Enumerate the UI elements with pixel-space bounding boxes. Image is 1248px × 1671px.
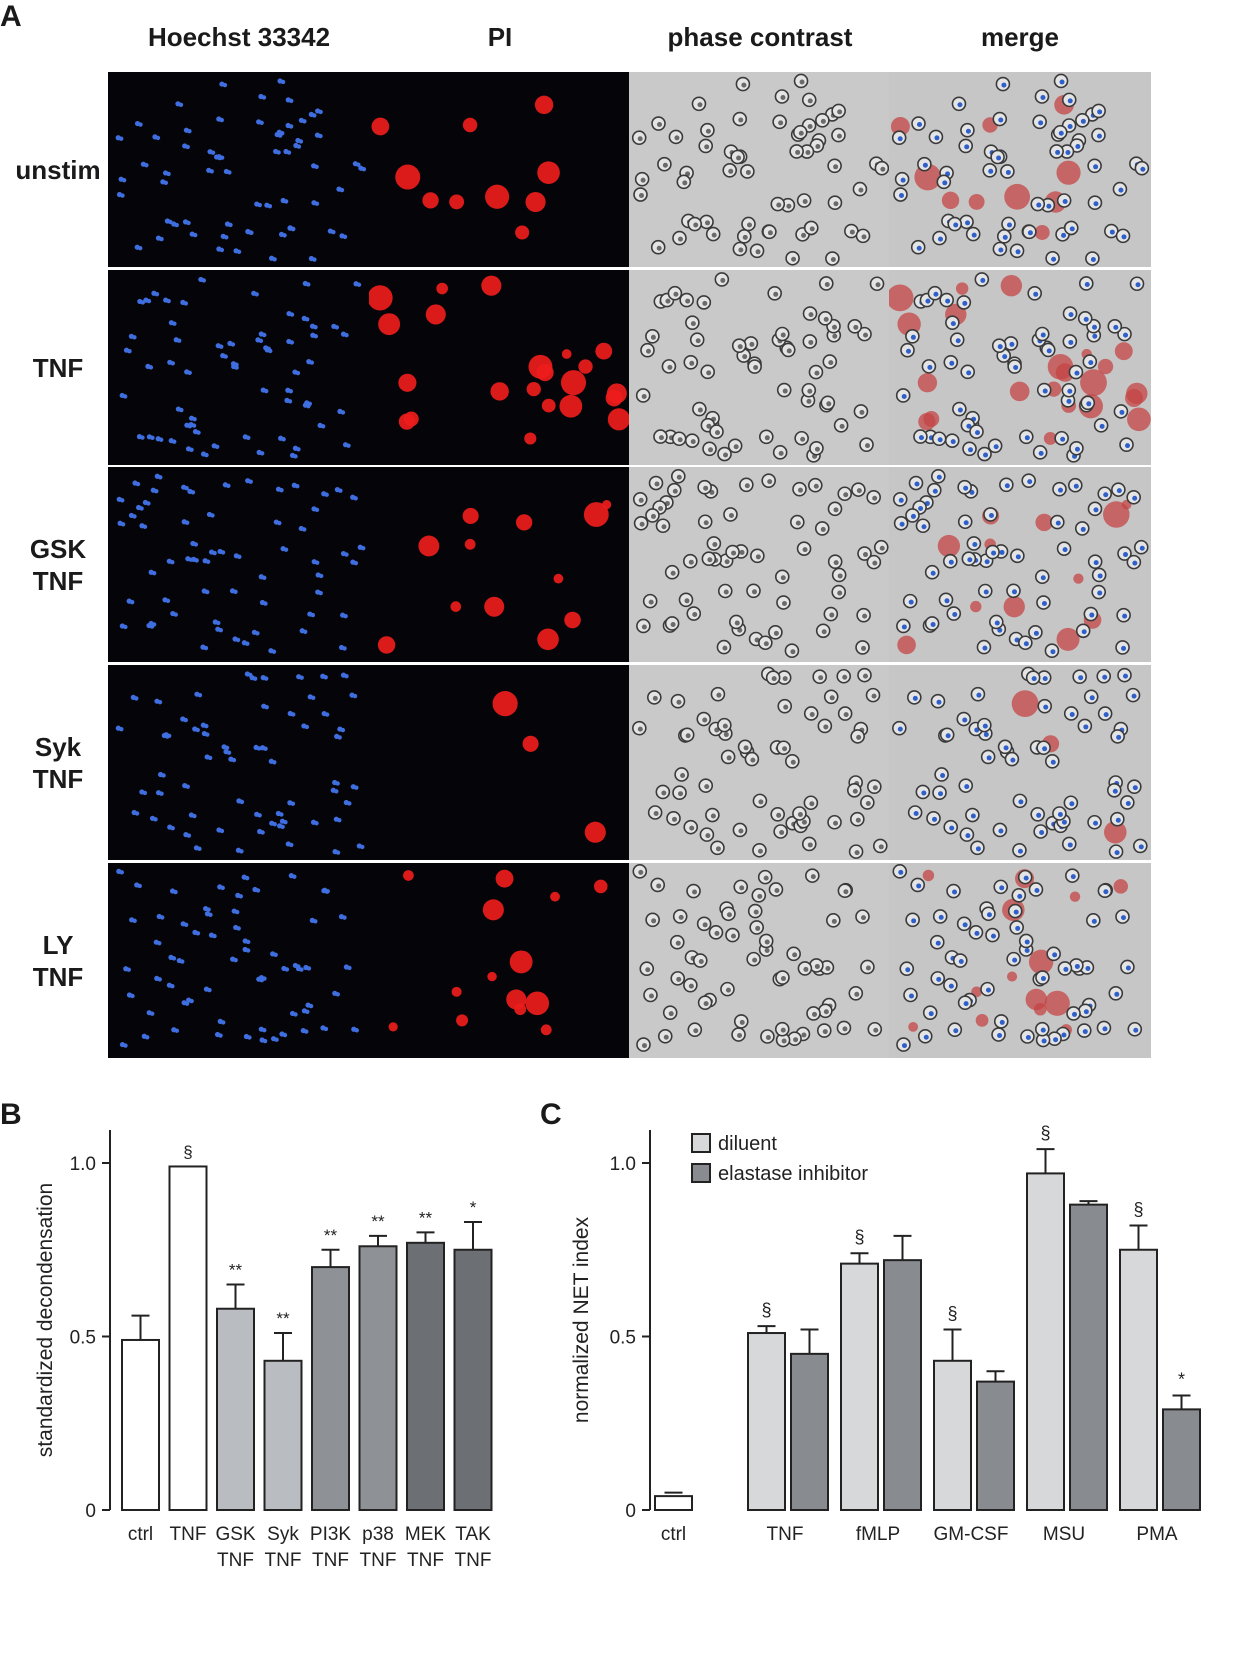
- x-tick-label-b-6: TNF: [407, 1550, 444, 1571]
- micrograph-pi-row-3: [369, 665, 631, 860]
- column-header-2: phase contrast: [667, 22, 853, 52]
- bar-c-5-1: [1162, 1408, 1201, 1511]
- bar-c-5-0: [1119, 1248, 1158, 1511]
- column-header-3: merge: [980, 22, 1060, 52]
- micrograph-merge-row-1: [889, 270, 1151, 465]
- micrograph-hoechst-row-0: [108, 72, 370, 267]
- x-tick-label-b-6: MEK: [405, 1524, 447, 1545]
- micrograph-pi-row-0: [369, 72, 631, 267]
- x-tick-label-b-2: TNF: [217, 1550, 254, 1571]
- legend-label-c-0: diluent: [718, 1133, 777, 1155]
- x-tick-label-c-1: TNF: [767, 1524, 804, 1545]
- x-tick-label-b-2: GSK: [215, 1524, 255, 1545]
- row-label-2: GSK TNF: [29, 533, 87, 596]
- significance-b-5: **: [371, 1212, 385, 1231]
- micrograph-pi-row-4: [369, 863, 631, 1058]
- significance-b-4: **: [324, 1226, 338, 1245]
- significance-b-6: **: [419, 1208, 433, 1227]
- y-tick-label-b: 1.0: [70, 1154, 96, 1175]
- significance-c-5-0: §: [1133, 1199, 1143, 1219]
- x-tick-label-c-5: PMA: [1136, 1524, 1178, 1545]
- y-tick-label-b: 0: [85, 1501, 96, 1522]
- row-label-4: LY TNF: [32, 929, 84, 992]
- row-label-3: Syk TNF: [32, 731, 84, 794]
- x-tick-label-b-7: TNF: [455, 1550, 492, 1571]
- micrograph-phase-row-4: [629, 863, 891, 1058]
- y-axis-label-c: normalized NET index: [570, 1216, 593, 1423]
- micrograph-phase-row-3: [629, 665, 891, 860]
- bar-b-7: [453, 1248, 493, 1511]
- y-tick-label-c: 0: [625, 1501, 636, 1522]
- bar-b-4: [311, 1266, 350, 1511]
- significance-c-5-1: *: [1178, 1369, 1185, 1389]
- micrograph-merge-row-3: [889, 665, 1151, 860]
- micrograph-hoechst-row-4: [108, 863, 370, 1058]
- micrograph-phase-row-1: [629, 270, 891, 465]
- micrograph-phase-row-0: [629, 72, 891, 267]
- bar-b-0: [121, 1338, 160, 1511]
- significance-c-3-0: §: [947, 1304, 957, 1324]
- chart-b: 0 0.5 1.0 standardized decondensation ctrl § T…: [34, 1130, 493, 1571]
- significance-b-2: **: [229, 1260, 243, 1279]
- micrograph-pi-row-1: [369, 270, 631, 465]
- y-tick-label-c: 1.0: [610, 1154, 636, 1175]
- x-tick-label-b-4: PI3K: [310, 1524, 352, 1545]
- x-tick-label-b-5: p38: [362, 1524, 394, 1545]
- x-tick-label-b-3: Syk: [267, 1524, 299, 1545]
- micrograph-merge-row-0: [889, 72, 1151, 267]
- significance-c-1-0: §: [761, 1300, 771, 1320]
- y-tick-label-b: 0.5: [70, 1328, 96, 1349]
- micrograph-hoechst-row-3: [108, 665, 370, 860]
- bar-b-5: [358, 1245, 398, 1511]
- bar-c-4-1: [1069, 1203, 1108, 1511]
- significance-c-4-0: §: [1040, 1123, 1050, 1143]
- legend-swatch-c-1: [691, 1163, 711, 1183]
- micrograph-phase-row-2: [629, 467, 891, 662]
- panel-letter-c: C: [540, 1098, 562, 1131]
- row-label-1: TNF: [32, 352, 84, 383]
- bar-b-1: [168, 1165, 208, 1511]
- significance-b-7: *: [470, 1198, 477, 1217]
- x-tick-label-b-3: TNF: [265, 1550, 302, 1571]
- bar-c-1-0: [747, 1332, 786, 1511]
- micrograph-pi-row-2: [369, 467, 631, 662]
- significance-b-3: **: [276, 1309, 290, 1328]
- micrograph-merge-row-2: [889, 467, 1151, 662]
- chart-c: 0 0.5 1.0 normalized NET index diluent elasta…: [570, 1123, 1201, 1545]
- significance-c-2-0: §: [854, 1227, 864, 1247]
- x-tick-label-b-5: TNF: [360, 1550, 397, 1571]
- y-tick-label-c: 0.5: [610, 1328, 636, 1349]
- bar-c-3-0: [933, 1359, 972, 1511]
- bar-c-ctrl: [654, 1495, 693, 1511]
- panel-letter-a: A: [0, 0, 22, 33]
- bar-b-3: [263, 1359, 303, 1511]
- bar-c-4-0: [1026, 1172, 1065, 1511]
- micrograph-hoechst-row-2: [108, 467, 370, 662]
- significance-b-1: §: [183, 1142, 192, 1161]
- x-tick-label-b-7: TAK: [455, 1524, 491, 1545]
- column-header-1: PI: [487, 22, 513, 52]
- panel-letter-b: B: [0, 1098, 22, 1131]
- legend-swatch-c-0: [691, 1133, 711, 1153]
- x-tick-label-c-0: ctrl: [661, 1524, 686, 1545]
- micrograph-hoechst-row-1: [108, 270, 370, 465]
- bar-c-2-1: [883, 1259, 922, 1511]
- row-label-0: unstim: [15, 154, 101, 185]
- x-tick-label-b-4: TNF: [312, 1550, 349, 1571]
- x-tick-label-b-0: ctrl: [128, 1524, 153, 1545]
- bar-c-1-1: [790, 1352, 829, 1511]
- x-tick-label-c-4: MSU: [1043, 1524, 1085, 1545]
- bar-b-2: [216, 1307, 255, 1511]
- y-axis-label-b: standardized decondensation: [34, 1183, 57, 1457]
- bar-c-3-1: [976, 1380, 1015, 1511]
- x-tick-label-b-1: TNF: [170, 1524, 207, 1545]
- bar-c-2-0: [840, 1262, 879, 1511]
- legend-label-c-1: elastase inhibitor: [718, 1163, 868, 1185]
- x-tick-label-c-2: fMLP: [856, 1524, 900, 1545]
- x-tick-label-c-3: GM-CSF: [934, 1524, 1009, 1545]
- column-header-0: Hoechst 33342: [147, 22, 331, 52]
- bar-b-6: [406, 1241, 445, 1511]
- micrograph-merge-row-4: [889, 863, 1151, 1058]
